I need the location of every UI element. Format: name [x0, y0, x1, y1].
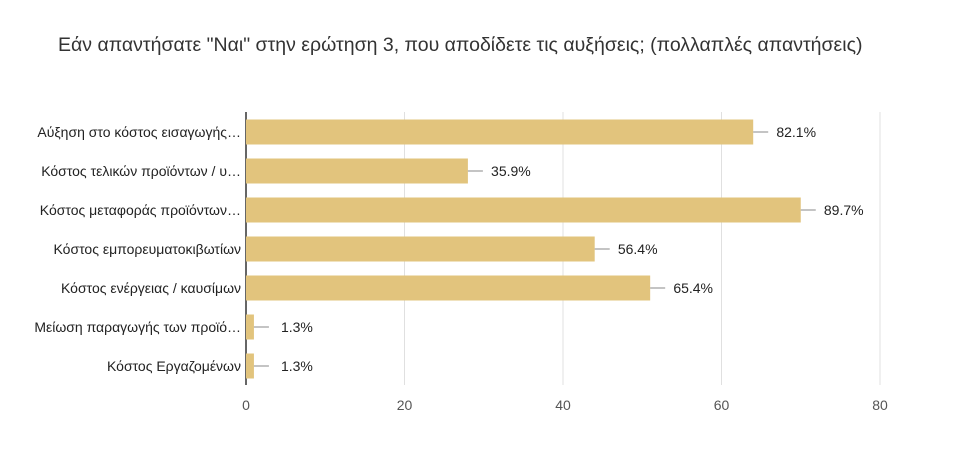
value-label: 65.4%	[673, 280, 713, 296]
value-label: 1.3%	[281, 358, 313, 374]
bar	[246, 119, 754, 145]
chart-title: Εάν απαντήσατε "Ναι" στην ερώτηση 3, που…	[58, 34, 863, 56]
category-label: Κόστος ενέργειας / καυσίμων	[61, 280, 241, 296]
category-label: Μείωση παραγωγής των προϊό…	[34, 319, 241, 335]
x-tick-label: 80	[872, 397, 888, 413]
category-label: Κόστος μεταφοράς προϊόντων…	[40, 202, 241, 218]
category-label: Κόστος Εργαζομένων	[107, 358, 241, 374]
value-label: 56.4%	[618, 241, 658, 257]
bar	[246, 314, 254, 340]
category-label: Κόστος τελικών προϊόντων / υ…	[41, 163, 241, 179]
x-tick-label: 60	[714, 397, 730, 413]
bar	[246, 275, 651, 301]
value-label: 89.7%	[824, 202, 864, 218]
labels: Αύξηση στο κόστος εισαγωγής… 82.1% Κόστος …	[34, 124, 863, 374]
bar	[246, 197, 801, 223]
category-label: Κόστος εμπορευματοκιβωτίων	[53, 241, 241, 257]
bar	[246, 353, 254, 379]
x-tick-label: 20	[397, 397, 413, 413]
bar	[246, 236, 595, 262]
value-label: 35.9%	[491, 163, 531, 179]
bars	[246, 119, 816, 379]
bar	[246, 158, 468, 184]
x-axis-ticks: 0 20 40 60 80	[242, 397, 888, 413]
value-label: 82.1%	[776, 124, 816, 140]
category-label: Αύξηση στο κόστος εισαγωγής…	[37, 124, 241, 140]
x-tick-label: 0	[242, 397, 250, 413]
value-label: 1.3%	[281, 319, 313, 335]
x-tick-label: 40	[555, 397, 571, 413]
